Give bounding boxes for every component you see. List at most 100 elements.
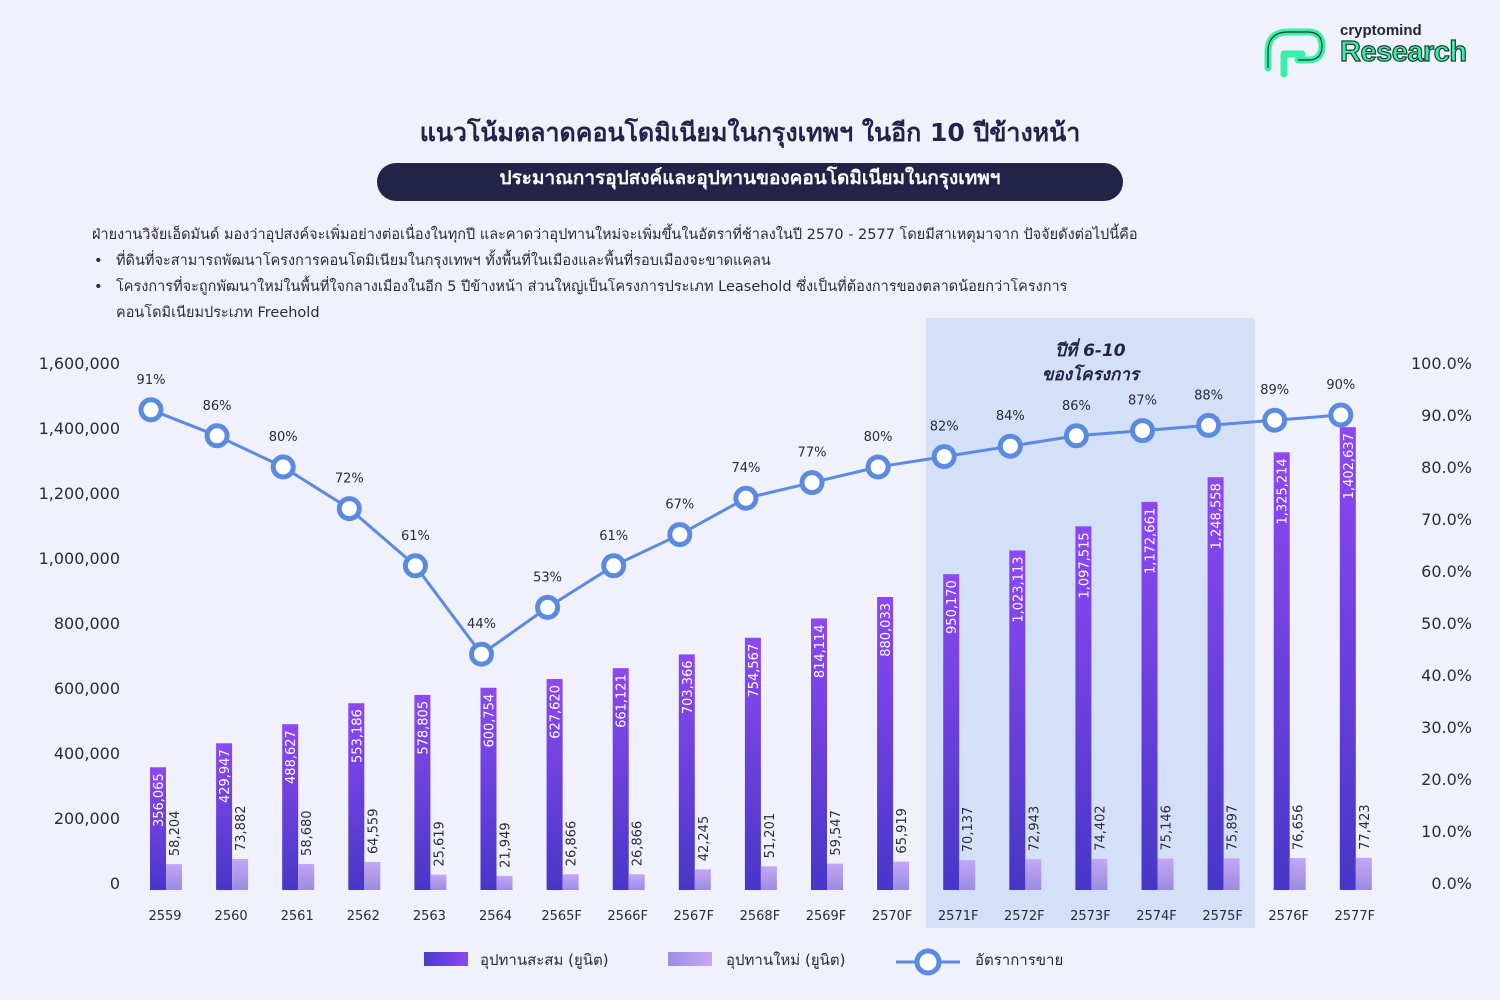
data-label-new-supply: 74,402 bbox=[1093, 805, 1108, 851]
bar-total-supply bbox=[744, 637, 761, 890]
brand-logo-icon bbox=[1264, 28, 1326, 78]
line-series: 91% 86% 80% 72% 61% 44% 53% 61% 67% 74% 77% 80% 82% 8… bbox=[137, 373, 1355, 667]
description-intro: ฝ่ายงานวิจัยเอ็ดมันด์ มองว่าอุปสงค์จะเพิ… bbox=[92, 227, 1138, 243]
sales-rate-label: 53% bbox=[533, 570, 562, 585]
x-tick-label: 2575F bbox=[1202, 909, 1243, 924]
x-tick-label: 2567F bbox=[674, 909, 715, 924]
sales-rate-label: 72% bbox=[335, 472, 364, 487]
y-tick-left: 400,000 bbox=[54, 744, 120, 763]
legend-swatch-total-supply bbox=[424, 952, 468, 966]
bar-new-supply bbox=[959, 860, 976, 890]
bar-total-supply bbox=[1273, 452, 1290, 890]
bar-total-supply bbox=[943, 574, 960, 890]
x-tick-label: 2562 bbox=[347, 909, 380, 924]
data-label-new-supply: 26,866 bbox=[631, 821, 646, 867]
bar-new-supply bbox=[1289, 858, 1306, 890]
y-tick-right: 30.0% bbox=[1421, 718, 1472, 737]
sales-rate-point bbox=[336, 496, 362, 522]
bar-new-supply bbox=[760, 866, 777, 890]
sales-rate-label: 90% bbox=[1326, 378, 1355, 393]
description-bullet-1: ที่ดินที่จะสามารถพัฒนาโครงการคอนโดมิเนีย… bbox=[92, 248, 1422, 274]
brand-logo: cryptomind Research bbox=[1262, 22, 1477, 82]
y-axis-right: 0.0% 10.0% 20.0% 30.0% 40.0% 50.0% 60.0% 70.0% 8… bbox=[1411, 354, 1472, 893]
data-label-new-supply: 59,547 bbox=[829, 810, 844, 856]
data-label-total-supply: 661,121 bbox=[615, 674, 630, 728]
bar-total-supply bbox=[216, 743, 233, 890]
sales-rate-point bbox=[1130, 418, 1155, 444]
description-bullet-2: โครงการที่จะถูกพัฒนาใหม่ในพื้นที่ใจกลางเ… bbox=[92, 274, 1422, 300]
data-label-total-supply: 1,325,214 bbox=[1276, 458, 1291, 524]
legend-label-sales-rate: อัตราการขาย bbox=[975, 951, 1064, 969]
bar-new-supply bbox=[1157, 858, 1174, 890]
chart-subtitle-pill: ประมาณการอุปสงค์และอุปทานของคอนโดมิเนียม… bbox=[377, 163, 1123, 201]
sales-rate-point bbox=[1063, 423, 1089, 449]
x-tick-label: 2577F bbox=[1335, 909, 1376, 924]
y-tick-left: 1,200,000 bbox=[39, 484, 120, 503]
y-tick-left: 1,400,000 bbox=[39, 419, 120, 438]
data-label-new-supply: 51,201 bbox=[763, 813, 778, 859]
bar-total-supply bbox=[1141, 501, 1158, 890]
data-label-total-supply: 1,172,661 bbox=[1144, 508, 1159, 574]
page-title: แนวโน้มตลาดคอนโดมิเนียมในกรุงเทพฯ ในอีก … bbox=[419, 118, 1081, 147]
sales-rate-point bbox=[997, 433, 1023, 459]
bar-total-supply bbox=[1207, 477, 1224, 890]
sales-rate-point bbox=[469, 641, 494, 667]
data-label-new-supply: 73,882 bbox=[234, 805, 249, 851]
brand-name-top: cryptomind bbox=[1340, 22, 1422, 39]
bar-new-supply bbox=[166, 864, 182, 890]
data-label-total-supply: 356,065 bbox=[152, 773, 167, 827]
legend-swatch-new-supply bbox=[668, 952, 712, 966]
sales-rate-point bbox=[1328, 402, 1354, 428]
data-label-total-supply: 1,248,558 bbox=[1210, 483, 1225, 549]
data-label-new-supply: 70,137 bbox=[961, 807, 976, 853]
sales-rate-point bbox=[402, 553, 428, 579]
bar-total-supply bbox=[282, 724, 299, 890]
bar-total-supply bbox=[811, 618, 827, 890]
bar-new-supply bbox=[562, 874, 579, 890]
data-label-new-supply: 72,943 bbox=[1027, 806, 1042, 852]
sales-rate-label: 61% bbox=[599, 529, 628, 544]
x-tick-label: 2568F bbox=[740, 909, 781, 924]
y-axis-left: 0 200,000 400,000 600,000 800,000 1,000,000 1,… bbox=[39, 354, 120, 893]
sales-rate-label: 88% bbox=[1194, 388, 1223, 403]
data-label-new-supply: 65,919 bbox=[895, 808, 910, 854]
x-tick-label: 2571F bbox=[938, 909, 979, 924]
x-tick-label: 2563 bbox=[413, 909, 446, 924]
bar-new-supply bbox=[1223, 858, 1240, 890]
legend-label-total-supply: อุปทานสะสม (ยูนิต) bbox=[480, 951, 609, 969]
sales-rate-point bbox=[270, 454, 296, 480]
brand-name-main: Research bbox=[1339, 35, 1467, 68]
sales-rate-point bbox=[138, 397, 164, 423]
data-label-new-supply: 21,949 bbox=[499, 822, 514, 868]
data-label-new-supply: 75,146 bbox=[1160, 805, 1175, 851]
sales-rate-label: 44% bbox=[467, 617, 496, 632]
data-label-total-supply: 880,033 bbox=[879, 603, 894, 657]
data-label-total-supply: 814,114 bbox=[813, 624, 828, 678]
sales-rate-label: 86% bbox=[1062, 399, 1091, 414]
bar-new-supply bbox=[1091, 858, 1108, 890]
bar-new-supply bbox=[827, 863, 843, 890]
y-tick-right: 90.0% bbox=[1421, 406, 1472, 425]
data-label-total-supply: 1,023,113 bbox=[1011, 556, 1026, 622]
sales-rate-label: 80% bbox=[864, 430, 893, 445]
y-tick-right: 10.0% bbox=[1421, 822, 1472, 841]
bar-new-supply bbox=[430, 874, 447, 890]
y-tick-right: 70.0% bbox=[1421, 510, 1472, 529]
sales-rate-label: 82% bbox=[930, 420, 959, 435]
bar-total-supply bbox=[348, 703, 365, 890]
sales-rate-point bbox=[733, 485, 759, 511]
bar-new-supply bbox=[628, 874, 645, 890]
description-block: ฝ่ายงานวิจัยเอ็ดมันด์ มองว่าอุปสงค์จะเพิ… bbox=[92, 222, 1422, 326]
x-tick-label: 2564 bbox=[479, 909, 512, 924]
x-tick-label: 2569F bbox=[806, 909, 847, 924]
x-tick-label: 2565F bbox=[541, 909, 582, 924]
bar-total-supply bbox=[678, 654, 695, 890]
y-tick-left: 1,000,000 bbox=[39, 549, 120, 568]
bar-new-supply bbox=[1025, 859, 1042, 890]
bar-total-supply bbox=[1339, 427, 1356, 890]
data-label-new-supply: 58,204 bbox=[168, 811, 183, 857]
data-label-new-supply: 64,559 bbox=[366, 809, 381, 855]
sales-rate-point bbox=[931, 444, 957, 470]
